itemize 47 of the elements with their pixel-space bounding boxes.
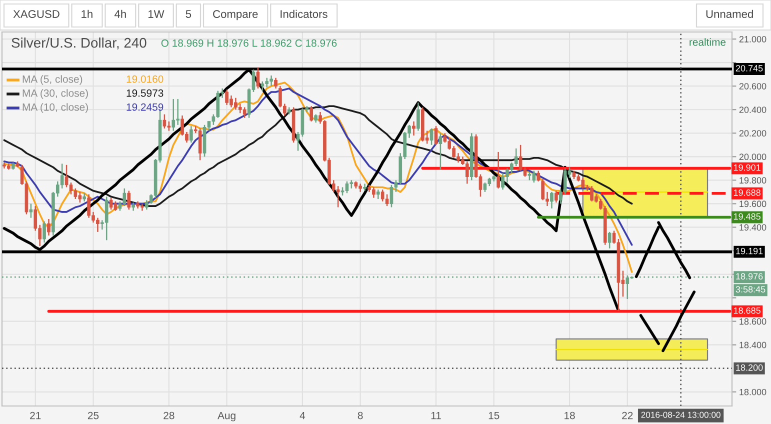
data-label: 19.901 (734, 164, 760, 171)
x-tick-label: 18 (564, 412, 575, 420)
y-tick-label: 19.800 (740, 177, 766, 184)
x-tick-label: 8 (358, 412, 363, 420)
x-tick-label: 11 (431, 412, 441, 420)
annotation: 19.2459 (126, 103, 164, 111)
data-label: 19.485 (734, 213, 760, 220)
ref-line-label: 19.191 (736, 248, 763, 254)
y-tick-label: 21.000 (739, 36, 766, 42)
y-tick-label: 20.400 (739, 106, 766, 113)
ref-line-label: 20.745 (736, 65, 763, 72)
text: 4h (114, 10, 126, 18)
annotation: 19.5973 (126, 89, 164, 97)
text: XAGUSD (13, 10, 60, 18)
text: Indicators (280, 10, 328, 18)
ref-line-label: 18.200 (736, 364, 763, 371)
y-tick-label: 20.200 (739, 130, 766, 137)
data-label: 19.688 (734, 189, 760, 196)
data-label: 18.685 (734, 307, 760, 314)
x-tick-label: 15 (488, 412, 500, 420)
y-tick-label: 20.600 (739, 83, 766, 90)
y-tick-label: 18.000 (740, 388, 766, 396)
text: 5 (186, 10, 192, 18)
y-tick-label: 18.600 (740, 318, 766, 325)
x-tick-label: 4 (300, 412, 306, 420)
y-tick-label: 19.600 (740, 200, 766, 208)
text: 1W (148, 10, 164, 18)
x-tick-label: 25 (88, 412, 99, 420)
text: 1h (82, 10, 92, 18)
annotation: realtime (690, 38, 726, 46)
annotation: 19.0160 (126, 75, 164, 83)
y-tick-label: 19.400 (740, 224, 766, 231)
y-tick-label: 20.000 (739, 154, 766, 160)
x-tick-label: 2016-08-24 13:00:00 (641, 412, 720, 418)
ref-line-label: 18.976 3:58:45 (736, 273, 766, 293)
x-tick-label: 21 (30, 412, 41, 420)
x-tick-label: 28 (164, 412, 174, 420)
legend-label: MA (5, close) (22, 75, 82, 85)
legend-label: MA (10, close) (22, 103, 88, 113)
text: Compare (213, 10, 258, 20)
y-tick-label: 18.400 (740, 342, 766, 348)
text: Unnamed (706, 10, 753, 18)
x-tick-label: Aug (218, 412, 236, 422)
chart-title: Silver/U.S. Dollar, 240 (12, 38, 146, 50)
legend-label: MA (30, close) (22, 89, 88, 99)
x-tick-label: 22 (622, 412, 633, 420)
text: O 18.969 H 18.976 L 18.962 C 18.976 (161, 39, 337, 47)
